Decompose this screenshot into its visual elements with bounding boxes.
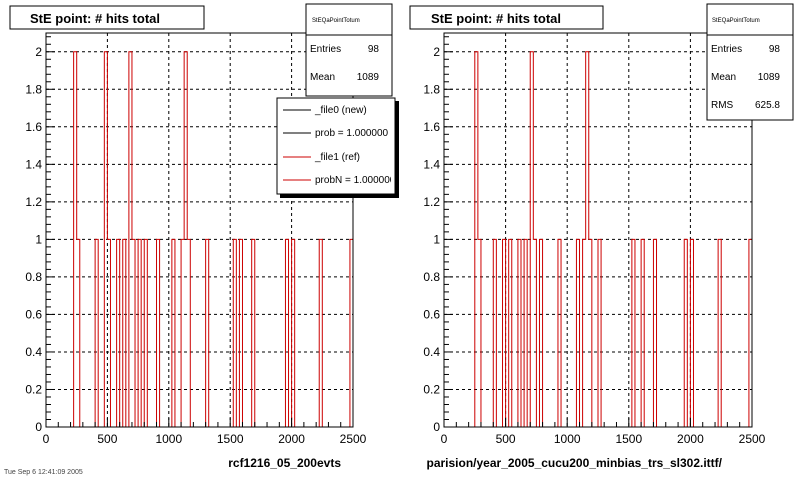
- right-y-tick-label-1: 0.2: [423, 382, 440, 396]
- left-stats-entries-label: Entries: [310, 44, 341, 55]
- left-stats-mean-value: 1089: [357, 72, 380, 83]
- left-stats-mean-label: Mean: [310, 72, 335, 83]
- left-x-tick-label-0: 0: [43, 432, 50, 446]
- left-y-tick-label-8: 1.6: [25, 120, 42, 134]
- left-y-tick-label-2: 0.4: [25, 345, 42, 359]
- right-stats-mean-label: Mean: [711, 72, 736, 83]
- right-y-tick-label-6: 1.2: [423, 195, 440, 209]
- left-x-tick-label-5: 2500: [340, 432, 367, 446]
- left-x-tick-label-2: 1000: [155, 432, 182, 446]
- left-y-tick-label-7: 1.4: [25, 157, 42, 171]
- right-x-tick-label-5: 2500: [739, 432, 766, 446]
- right-stats-entries-label: Entries: [711, 44, 742, 55]
- right-x-tick-label-3: 1500: [615, 432, 642, 446]
- left-pad: 0 500 1000 1500 2000 2500 0 0.2 0.4 0.6 0.8 1 1.2 1.…: [9, 3, 399, 446]
- right-y-tick-label-8: 1.6: [423, 120, 440, 134]
- left-stats-header: StEQaPointTotum: [312, 18, 360, 24]
- right-y-tick-label-4: 0.8: [423, 270, 440, 284]
- left-y-tick-label-10: 2: [35, 45, 42, 59]
- left-y-ticks: 0 0.2 0.4 0.6 0.8 1 1.2 1.4 1.6 1.8 2: [25, 36, 55, 434]
- timestamp: Tue Sep 6 12:41:09 2005: [4, 469, 83, 476]
- right-x-tick-label-0: 0: [441, 432, 448, 446]
- left-y-tick-label-5: 1: [35, 232, 42, 246]
- legend-entry-0-label: _file0 (new): [314, 105, 367, 116]
- right-stats-rms-value: 625.8: [755, 100, 780, 111]
- right-y-tick-label-3: 0.6: [423, 307, 440, 321]
- left-y-tick-label-4: 0.8: [25, 270, 42, 284]
- right-title-box: StE point: # hits total: [409, 5, 604, 30]
- right-x-tick-label-1: 500: [496, 432, 516, 446]
- right-stats-mean-value: 1089: [758, 72, 781, 83]
- legend-entry-2-label: _file1 (ref): [314, 152, 360, 163]
- right-stats-box: StEQaPointTotum Entries 98 Mean 1089 RMS…: [706, 3, 794, 121]
- right-stats-header: StEQaPointTotum: [712, 18, 760, 24]
- left-title-box: StE point: # hits total: [9, 5, 205, 30]
- right-y-tick-label-10: 2: [433, 45, 440, 59]
- left-stats-box: StEQaPointTotum Entries 98 Mean 1089: [305, 3, 393, 97]
- left-x-tick-label-4: 2000: [278, 432, 305, 446]
- left-legend: _file0 (new) prob = 1.000000 _file1 (ref…: [276, 97, 399, 198]
- left-y-tick-label-6: 1.2: [25, 195, 42, 209]
- legend-entry-1-label: prob = 1.000000: [315, 128, 389, 139]
- right-pad: 0 500 1000 1500 2000 2500 0 0.2 0.4 0.6 0.8 1 1.2 1.…: [409, 3, 794, 446]
- left-stats-entries-value: 98: [368, 44, 380, 55]
- left-x-tick-label-1: 500: [97, 432, 117, 446]
- right-x-tick-label-4: 2000: [677, 432, 704, 446]
- legend-entry-3-label: probN = 1.000000: [315, 175, 396, 186]
- left-y-tick-label-0: 0: [35, 420, 42, 434]
- right-stats-entries-value: 98: [769, 44, 781, 55]
- right-plot-frame: [443, 32, 753, 428]
- right-stats-rms-label: RMS: [711, 100, 734, 111]
- left-y-tick-label-1: 0.2: [25, 382, 42, 396]
- left-y-tick-label-3: 0.6: [25, 307, 42, 321]
- left-file-label: rcf1216_05_200evts: [228, 456, 341, 470]
- right-y-tick-label-0: 0: [433, 420, 440, 434]
- right-x-tick-label-2: 1000: [554, 432, 581, 446]
- right-y-tick-label-5: 1: [433, 232, 440, 246]
- right-y-tick-label-7: 1.4: [423, 157, 440, 171]
- left-title: StE point: # hits total: [30, 11, 160, 26]
- left-plot-frame: [45, 32, 354, 428]
- right-title: StE point: # hits total: [431, 11, 561, 26]
- right-series-ref-line: [444, 51, 753, 428]
- right-y-ticks: 0 0.2 0.4 0.6 0.8 1 1.2 1.4 1.6 1.8 2: [423, 36, 453, 434]
- left-x-ticks: 0 500 1000 1500 2000 2500: [43, 418, 367, 446]
- right-y-tick-label-2: 0.4: [423, 345, 440, 359]
- right-x-ticks: 0 500 1000 1500 2000 2500: [441, 418, 766, 446]
- right-file-label: parision/year_2005_cucu200_minbias_trs_s…: [427, 456, 723, 470]
- left-x-tick-label-3: 1500: [217, 432, 244, 446]
- right-y-tick-label-9: 1.8: [423, 82, 440, 96]
- left-y-tick-label-9: 1.8: [25, 82, 42, 96]
